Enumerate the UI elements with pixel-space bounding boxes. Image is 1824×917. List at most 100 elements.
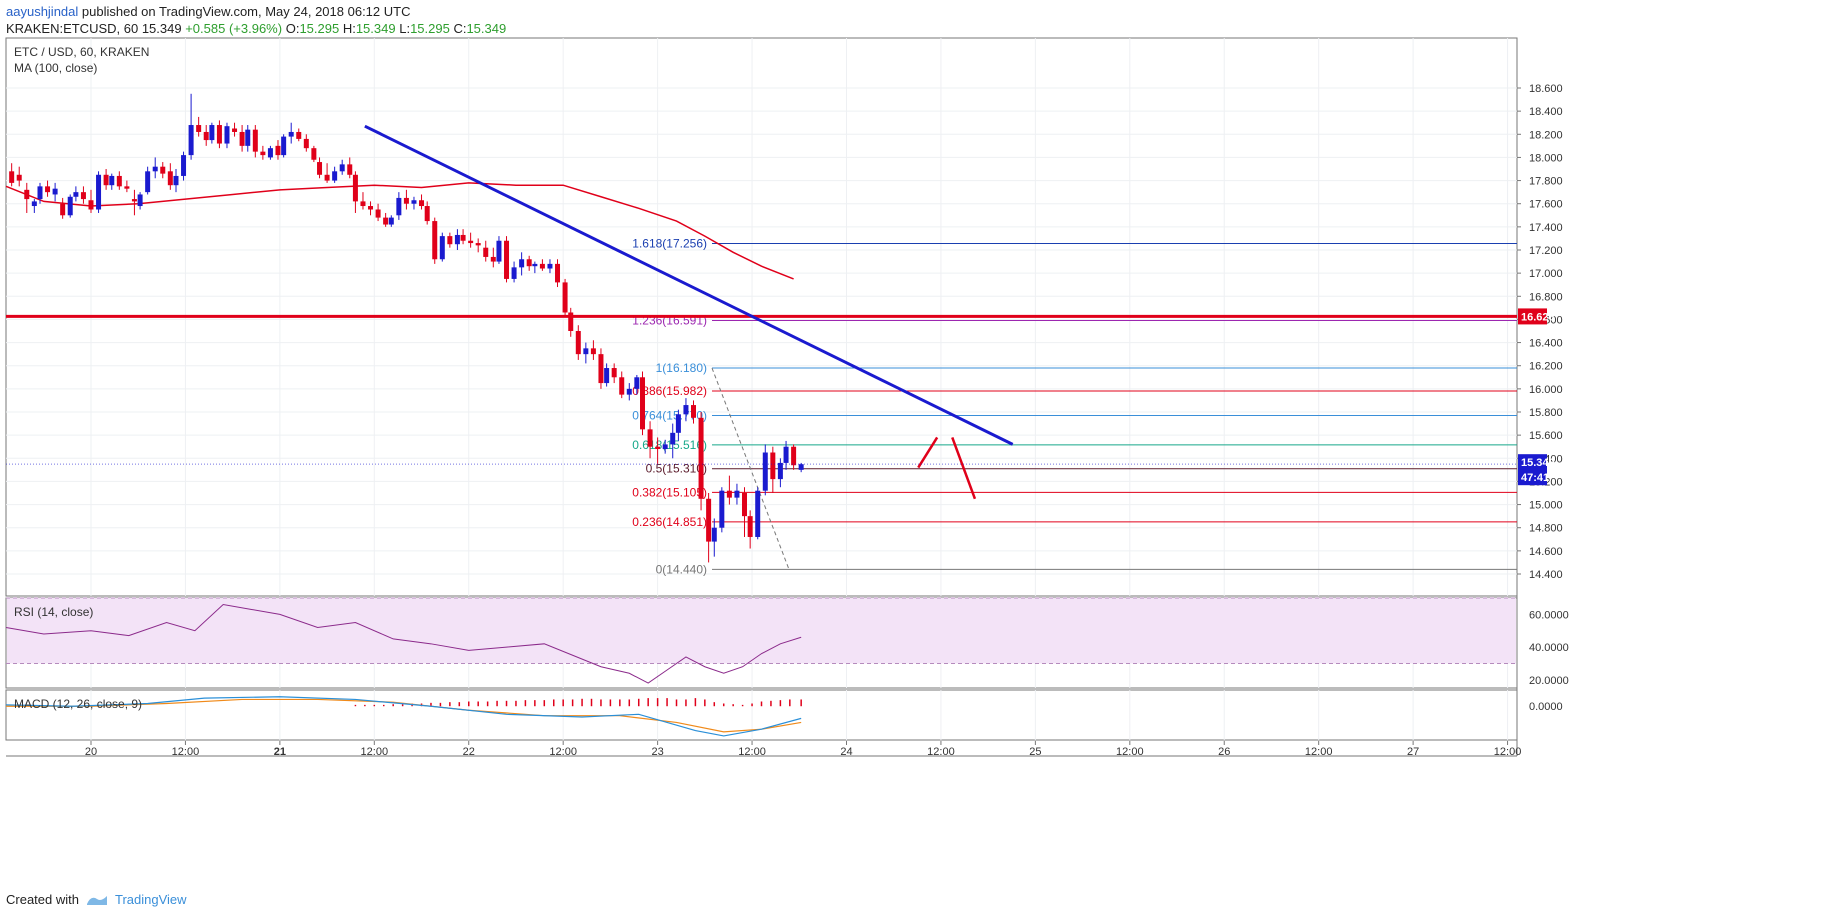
candle-body [770,452,776,480]
candle [403,189,409,210]
candle-body [490,256,496,262]
candle-body [626,388,632,395]
price-change: +0.585 (+3.96%) [185,21,283,36]
candle [490,247,496,268]
price-tick-label: 17.400 [1529,222,1563,234]
candle-body [145,171,151,193]
candle-body [698,417,704,499]
candle [655,437,661,465]
candle [675,409,681,441]
candle-body [719,490,725,528]
candle [267,145,273,160]
candle [9,163,15,187]
price-tick-label: 16.200 [1529,361,1563,373]
fib-anchor-line [711,367,790,570]
candle [332,166,338,183]
fibonacci-levels: 1.618(17.256)1.236(16.591)1(16.180)0.886… [632,237,1517,576]
candle [604,363,610,387]
candle-body [432,221,438,260]
candle-body [352,174,358,202]
candle [419,194,425,210]
rsi-tick-label: 40.0000 [1529,642,1569,654]
last-price-badge-text: 15.349 [1521,457,1555,469]
candle-body [519,259,525,268]
candle [755,487,761,540]
candle [16,166,22,187]
candle-body [791,446,797,466]
price-tick-label: 18.400 [1529,106,1563,118]
price-tick-label: 17.800 [1529,176,1563,188]
tradingview-brand[interactable]: TradingView [114,892,187,907]
candle [317,157,323,179]
candle-body [762,452,768,491]
candle [303,134,309,152]
candle-body [734,490,740,498]
candle [196,116,202,137]
candle [762,444,768,496]
candle [460,229,466,245]
candle [504,236,510,283]
candle-body [504,240,510,279]
price-tick-label: 18.600 [1529,83,1563,95]
candle-body [339,164,345,172]
candle-body [281,136,287,156]
candle [711,518,717,557]
author-link[interactable]: aayushjindal [6,4,79,19]
candle-body [611,368,617,378]
candle [311,145,317,163]
rsi-band [7,598,1516,664]
macd-tick-label: 0.0000 [1529,701,1563,713]
candle-body [424,206,430,222]
price-tick-label: 18.200 [1529,129,1563,141]
countdown-badge-text: 47:41 [1521,472,1549,484]
candle [31,199,37,213]
candle [209,122,215,144]
candle-body [675,414,681,433]
candle-body [245,129,251,146]
time-tick-label: 12:00 [549,746,577,758]
open-value: 15.295 [299,21,340,36]
candle [67,194,73,218]
candle [691,400,697,424]
high-label: H: [342,21,356,36]
candle [683,398,689,422]
candle-body [360,201,366,207]
time-tick-label: 12:00 [172,746,200,758]
candle-body [303,138,309,149]
candle [424,201,430,225]
candle-body [167,171,173,186]
time-tick-label: 12:00 [1116,746,1144,758]
candle-body [511,267,517,279]
candle-body [31,201,37,207]
time-tick-label: 12:00 [1305,746,1333,758]
candle [670,423,676,459]
candle-body [526,259,532,267]
candle [647,421,653,459]
candle [626,383,632,401]
candle [252,125,258,158]
candle [396,192,402,220]
candle-body [124,186,130,189]
projection-up-arrow [917,436,939,469]
candle [88,189,94,213]
candle [160,162,166,179]
candle [173,169,179,193]
time-tick-label: 24 [840,746,852,758]
candle-body [403,197,409,204]
candle-body [188,125,194,156]
time-tick-label: 12:00 [1494,746,1522,758]
price-tick-label: 15.000 [1529,500,1563,512]
candle [45,180,51,197]
candle-body [375,209,381,218]
candle-body [232,128,238,132]
candle [360,192,366,210]
candle-body [691,405,697,418]
candle-body [726,490,732,498]
candle [96,171,102,213]
candle [383,212,389,227]
price-tick-label: 18.000 [1529,152,1563,164]
candle-body [396,197,402,216]
fib-level-label: 1(16.180) [656,361,707,375]
candle-body [662,444,668,450]
